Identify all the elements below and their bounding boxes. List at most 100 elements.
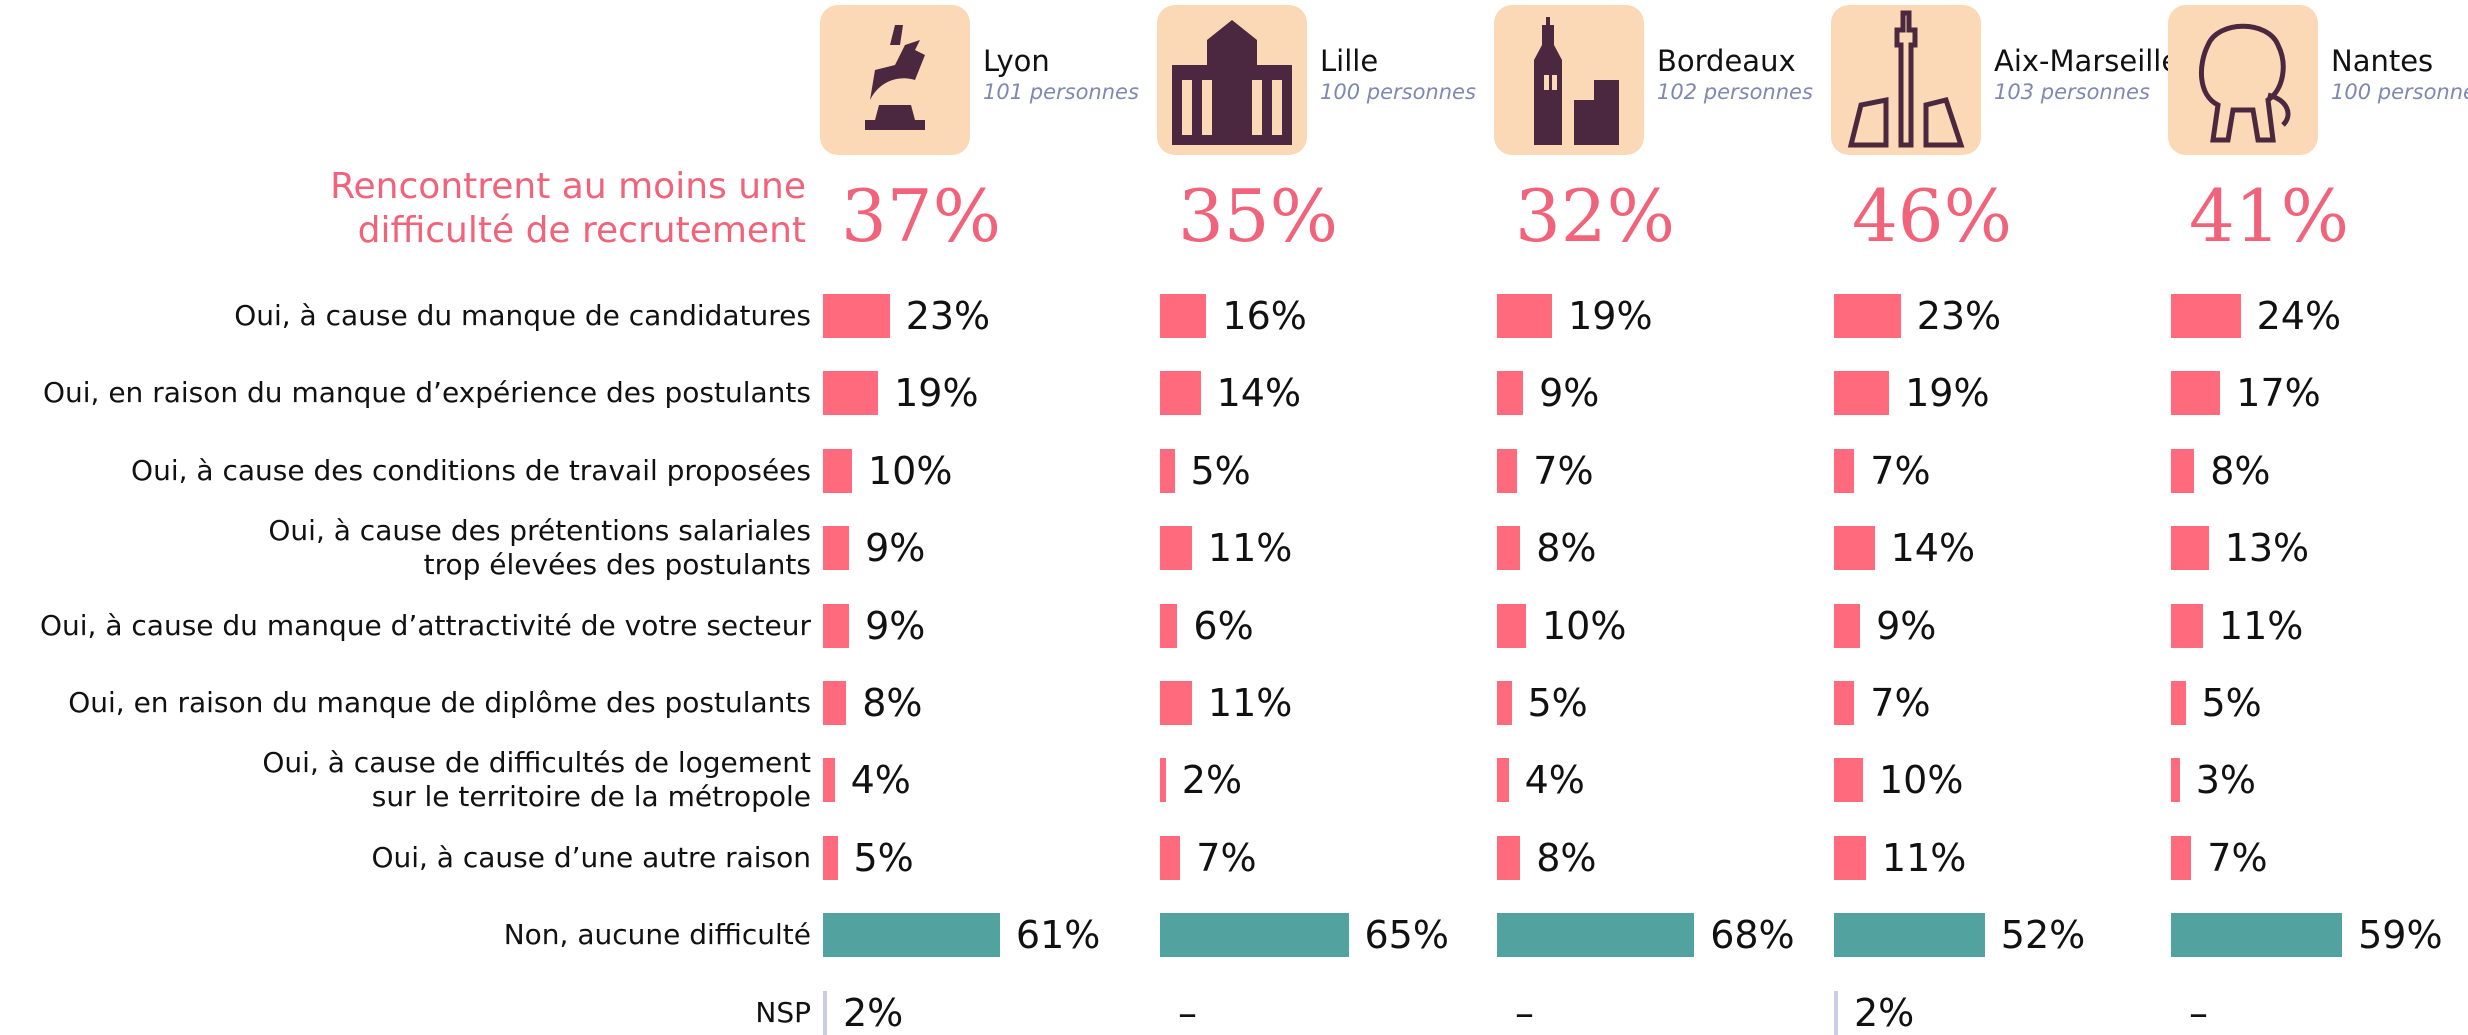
bar [823,294,890,338]
bar [1160,604,1177,648]
bar [2171,913,2342,957]
row-label: Oui, à cause des conditions de travail p… [11,454,811,488]
value-label: 10% [868,449,952,493]
bar [2171,371,2220,415]
city-icon [1494,5,1644,155]
bar [1834,526,1875,570]
headline-value: 35% [1178,174,1338,258]
city-icon [820,5,970,155]
bar [2171,604,2203,648]
value-label: – [1515,991,1534,1035]
value-label: 19% [1905,371,1989,415]
bar [2171,681,2186,725]
value-label: 59% [2358,913,2442,957]
bar [1497,913,1694,957]
city-name: Nantes [2331,44,2433,78]
value-label: 17% [2236,371,2320,415]
value-label: 2% [1854,991,1914,1035]
headline-value: 46% [1852,174,2012,258]
bar [1160,836,1180,880]
row-label: Non, aucune difficulté [11,918,811,952]
value-label: 11% [1882,836,1966,880]
value-label: 7% [2207,836,2267,880]
value-label: 5% [1191,449,1251,493]
value-label: 8% [2210,449,2270,493]
bar [823,913,1000,957]
bar [1497,294,1552,338]
bar [1160,526,1192,570]
value-label: 6% [1193,604,1253,648]
city-icon [1831,5,1981,155]
value-label: 9% [1539,371,1599,415]
bar [1497,371,1523,415]
bar [1834,294,1901,338]
value-label: 13% [2225,526,2309,570]
city-name: Bordeaux [1657,44,1796,78]
value-label: 4% [851,758,911,802]
value-label: 5% [2202,681,2262,725]
city-sample: 102 personnes [1657,80,1813,104]
bar [1160,758,1166,802]
bar [1160,371,1201,415]
city-sample: 100 personnes [2331,80,2468,104]
value-label: 7% [1196,836,1256,880]
bar [2171,836,2191,880]
bar [1497,604,1526,648]
bar [823,836,838,880]
value-label: 7% [1870,681,1930,725]
bar [2171,758,2180,802]
bar [1497,758,1509,802]
row-label: Oui, à cause du manque de candidatures [11,299,811,333]
bar [823,371,878,415]
icon-drawing [2168,5,2318,155]
value-label: 4% [1525,758,1585,802]
value-label: 10% [1879,758,1963,802]
bar [823,526,849,570]
value-label: 2% [843,991,903,1035]
value-label: 52% [2001,913,2085,957]
row-label: Oui, à cause de difficultés de logement … [11,746,811,814]
value-label: 10% [1542,604,1626,648]
bar [1160,913,1349,957]
value-label: 9% [865,526,925,570]
bar [2171,526,2209,570]
bar [1160,449,1175,493]
bar [1497,681,1512,725]
value-label: – [2189,991,2208,1035]
value-label: 11% [2219,604,2303,648]
row-label: Oui, à cause d’une autre raison [11,841,811,875]
bar [823,449,852,493]
bar [2171,449,2194,493]
value-label: 23% [1917,294,2001,338]
headline-value: 37% [841,174,1001,258]
value-label: 8% [1536,526,1596,570]
bar [2171,294,2241,338]
value-label: 23% [906,294,990,338]
value-label: 2% [1182,758,1242,802]
page: Rencontrent au moins une difficulté de r… [0,0,2468,1030]
value-label: 61% [1016,913,1100,957]
value-label: 19% [1568,294,1652,338]
city-sample: 101 personnes [983,80,1139,104]
value-label: 8% [1536,836,1596,880]
value-label: 14% [1891,526,1975,570]
bar [1834,371,1889,415]
city-icon [1157,5,1307,155]
value-label: 24% [2257,294,2341,338]
city-name: Lyon [983,44,1050,78]
value-label: 16% [1222,294,1306,338]
bar [1834,604,1860,648]
value-label: 7% [1870,449,1930,493]
bar [823,991,827,1035]
row-label: Oui, à cause du manque d’attractivité de… [11,609,811,643]
value-label: 65% [1365,913,1449,957]
bar [823,604,849,648]
value-label: 3% [2196,758,2256,802]
city-sample: 103 personnes [1994,80,2150,104]
value-label: 7% [1533,449,1593,493]
icon-drawing [1157,5,1307,155]
bar [1834,991,1838,1035]
bar [1497,836,1520,880]
icon-drawing [1831,5,1981,155]
bar [1160,294,1206,338]
